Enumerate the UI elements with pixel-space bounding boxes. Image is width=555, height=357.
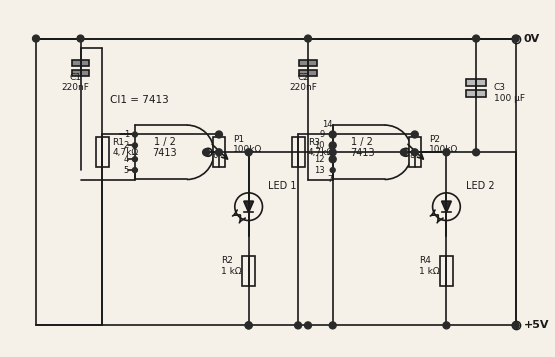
- Circle shape: [473, 149, 480, 156]
- Circle shape: [305, 35, 311, 42]
- Circle shape: [330, 168, 335, 172]
- Circle shape: [245, 322, 252, 329]
- Bar: [213, 137, 225, 167]
- Circle shape: [245, 149, 252, 156]
- Text: 14: 14: [322, 120, 332, 129]
- Text: 13: 13: [314, 166, 325, 175]
- Circle shape: [432, 193, 460, 221]
- Text: 9: 9: [320, 130, 325, 139]
- Circle shape: [204, 149, 212, 156]
- Circle shape: [133, 168, 138, 172]
- Circle shape: [411, 131, 418, 138]
- Text: 12: 12: [314, 155, 325, 164]
- Circle shape: [133, 132, 138, 137]
- Circle shape: [473, 35, 480, 42]
- Text: 6: 6: [212, 151, 218, 160]
- Circle shape: [329, 149, 336, 156]
- Text: 7: 7: [327, 176, 332, 185]
- Text: C3
100 μF: C3 100 μF: [494, 83, 525, 103]
- Text: 1 / 2
7413: 1 / 2 7413: [152, 136, 177, 158]
- Text: 10: 10: [314, 141, 325, 150]
- Text: 1: 1: [124, 130, 129, 139]
- Circle shape: [329, 156, 336, 163]
- Circle shape: [33, 35, 39, 42]
- Circle shape: [329, 322, 336, 329]
- Bar: [242, 256, 255, 286]
- Text: P1
100kΩ: P1 100kΩ: [233, 135, 262, 154]
- Bar: [299, 60, 317, 66]
- Text: 1 / 2
7413: 1 / 2 7413: [350, 136, 375, 158]
- Circle shape: [203, 149, 210, 156]
- Text: 4: 4: [124, 155, 129, 164]
- Circle shape: [402, 149, 410, 156]
- Circle shape: [215, 131, 223, 138]
- Bar: [466, 90, 486, 97]
- Bar: [72, 70, 89, 76]
- Text: R4
1 kΩ: R4 1 kΩ: [419, 256, 440, 276]
- Bar: [72, 60, 89, 66]
- Text: CI1 = 7413: CI1 = 7413: [110, 95, 169, 105]
- Text: R1
4,7kΩ: R1 4,7kΩ: [112, 138, 138, 157]
- Text: 5: 5: [124, 166, 129, 175]
- Circle shape: [401, 149, 407, 156]
- Text: LED 2: LED 2: [466, 181, 495, 191]
- Circle shape: [215, 149, 223, 156]
- Circle shape: [133, 157, 138, 162]
- Text: 8: 8: [410, 151, 415, 160]
- Text: R3
4,7kΩ: R3 4,7kΩ: [308, 138, 334, 157]
- Circle shape: [512, 322, 519, 329]
- Circle shape: [329, 131, 336, 138]
- Circle shape: [330, 157, 335, 162]
- Circle shape: [330, 143, 335, 148]
- Circle shape: [77, 35, 84, 42]
- Text: R2
1 kΩ: R2 1 kΩ: [221, 256, 241, 276]
- Text: 0V: 0V: [523, 34, 540, 44]
- Circle shape: [512, 35, 519, 42]
- Circle shape: [235, 193, 263, 221]
- Circle shape: [443, 322, 450, 329]
- Circle shape: [245, 322, 252, 329]
- Text: C1
220nF: C1 220nF: [62, 72, 89, 92]
- Circle shape: [330, 132, 335, 137]
- Bar: [292, 137, 305, 167]
- Bar: [440, 256, 453, 286]
- Text: +5V: +5V: [523, 320, 549, 330]
- Polygon shape: [442, 201, 451, 212]
- Text: LED 1: LED 1: [269, 181, 297, 191]
- Polygon shape: [244, 201, 254, 212]
- Circle shape: [305, 322, 311, 329]
- Circle shape: [443, 149, 450, 156]
- Bar: [96, 137, 109, 167]
- Text: 2: 2: [124, 141, 129, 150]
- Text: C2
220nF: C2 220nF: [289, 72, 317, 92]
- Circle shape: [411, 149, 418, 156]
- Circle shape: [133, 143, 138, 148]
- Bar: [299, 70, 317, 76]
- Text: P2
100kΩ: P2 100kΩ: [428, 135, 458, 154]
- Bar: [466, 79, 486, 86]
- Bar: [409, 137, 421, 167]
- Circle shape: [329, 142, 336, 149]
- Circle shape: [295, 322, 301, 329]
